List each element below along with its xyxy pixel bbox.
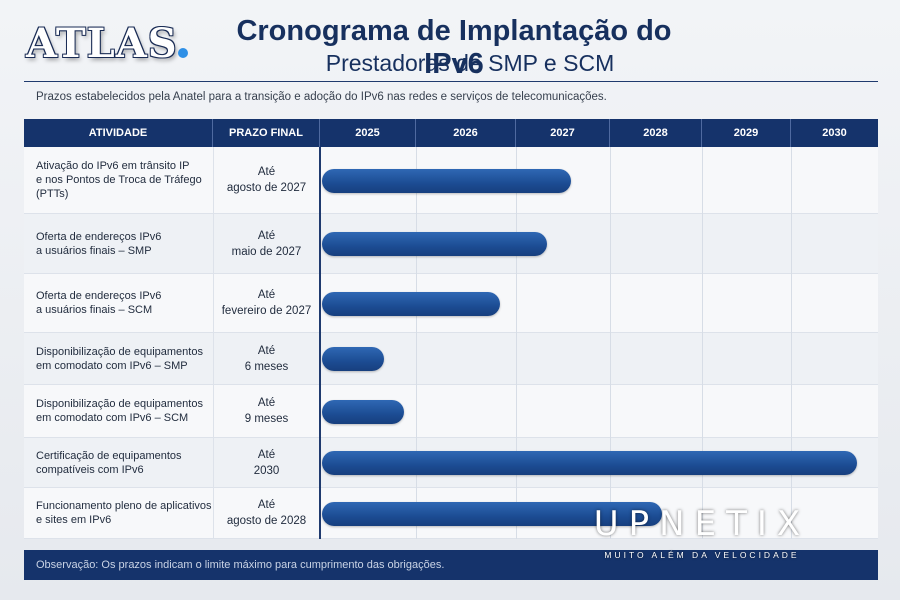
timeline-bar [322, 347, 385, 371]
logo-dot-icon [178, 48, 188, 58]
column-header-deadline: PRAZO FINAL [213, 119, 320, 147]
timeline-bar [322, 399, 404, 424]
upnetix-watermark-tagline: MUITO ALÉM DA VELOCIDADE [604, 550, 800, 560]
deadline-label: Até agosto de 2028 [213, 488, 320, 538]
activity-label: Funcionamento pleno de aplicativos e sit… [36, 500, 212, 526]
schedule-table: ATIVIDADE PRAZO FINAL 2025 2026 2027 2028 20… [24, 119, 878, 539]
year-header-2026: 2026 [416, 119, 516, 147]
activity-label: Certificação de equipamentos compatíveis… [36, 449, 182, 476]
upnetix-watermark-logo: UPNETIX [593, 504, 811, 544]
activity-label: Disponibilização de equipamentos em como… [36, 345, 203, 372]
year-header-2030: 2030 [822, 127, 847, 139]
deadline-label: Até maio de 2027 [213, 214, 320, 273]
year-header-2025: 2025 [320, 119, 416, 147]
table-row: Oferta de endereços IPv6 a usuários fina… [24, 214, 878, 274]
timeline-bar [322, 501, 663, 526]
year-gridline [791, 147, 792, 539]
page-subtitle: Prestadoras de SMP e SCM [325, 50, 615, 76]
table-header: ATIVIDADE PRAZO FINAL 2025 2026 2027 2028 20… [24, 119, 878, 147]
deadline-label: Até fevereiro de 2027 [213, 274, 320, 332]
deadline-label: Até 9 meses [213, 385, 320, 437]
table-row: Funcionamento pleno de aplicativos e sit… [24, 488, 878, 539]
year-gridline [610, 147, 611, 539]
timeline-bar [322, 291, 500, 316]
timeline-start-axis [319, 147, 321, 539]
timeline-bar [322, 232, 548, 256]
footer-note: Observação: Os prazos indicam o limite m… [36, 559, 445, 571]
year-header-2028: 2028 [610, 119, 702, 147]
table-row: Ativação do IPv6 em trânsito IP e nos Po… [24, 147, 878, 214]
deadline-label: Até agosto de 2027 [213, 147, 320, 213]
deadline-label: Até 2030 [213, 438, 320, 487]
column-header-activity: ATIVIDADE [24, 119, 213, 147]
timeline-bar [322, 168, 571, 193]
year-gridline [416, 147, 417, 539]
year-gridline [702, 147, 703, 539]
year-header-2027: 2027 [516, 119, 610, 147]
page-title: Cronograma de Implantação do IPv6 [236, 15, 672, 80]
activity-label: Oferta de endereços IPv6 a usuários fina… [36, 230, 162, 257]
activity-label: Ativação do IPv6 em trânsito IP e nos Po… [36, 160, 202, 200]
footer-note-bar: Observação: Os prazos indicam o limite m… [24, 550, 878, 580]
intro-text: Prazos estabelecidos pela Anatel para a … [36, 91, 607, 103]
table-row: Disponibilização de equipamentos em como… [24, 385, 878, 438]
year-header-2029: 2029 [702, 119, 791, 147]
atlas-logo: ATLAS [26, 20, 178, 67]
table-row: Disponibilização de equipamentos em como… [24, 333, 878, 385]
header-divider [24, 81, 878, 82]
timeline-bar [322, 451, 858, 475]
deadline-label: Até 6 meses [213, 333, 320, 384]
activity-label: Disponibilização de equipamentos em como… [36, 398, 203, 424]
activity-label: Oferta de endereços IPv6 a usuários fina… [36, 290, 162, 316]
year-gridline [516, 147, 517, 539]
